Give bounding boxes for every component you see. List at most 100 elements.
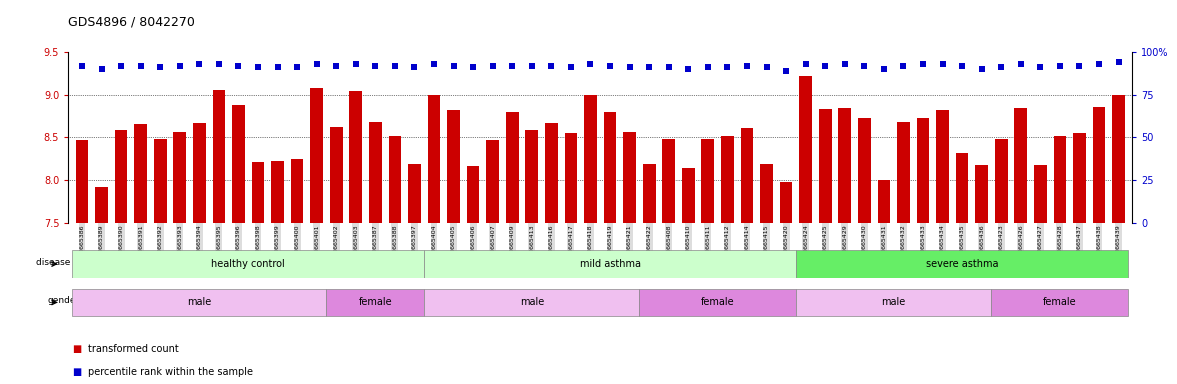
Bar [722,136,733,223]
Point [913,61,932,67]
Point [679,66,698,72]
Point [327,63,346,69]
Bar [467,166,479,223]
Bar [878,180,890,223]
Point [952,63,971,69]
Bar [584,94,597,223]
Text: healthy control: healthy control [212,259,285,269]
Bar [252,162,265,223]
Point [1109,59,1128,65]
Text: female: female [359,297,392,308]
Point [307,61,326,67]
Point [777,68,796,74]
Bar [72,250,424,278]
Point [171,63,189,69]
Point [895,63,913,69]
Point [346,61,365,67]
Text: mild asthma: mild asthma [579,259,640,269]
Point [230,63,248,69]
Bar [525,131,538,223]
Point [855,63,873,69]
Bar [643,164,656,223]
Point [620,64,639,70]
Point [992,64,1011,70]
Bar [639,289,796,316]
Bar [1033,165,1046,223]
Bar [663,139,676,223]
Text: GDS4896 / 8042270: GDS4896 / 8042270 [68,15,195,28]
Text: male: male [520,297,544,308]
Bar [779,182,792,223]
Point [933,61,952,67]
Bar [799,76,812,223]
Bar [232,105,245,223]
Point [541,63,560,69]
Point [757,64,776,70]
Bar [350,91,363,223]
Point [73,63,92,69]
Point [836,61,855,67]
Bar [1015,108,1028,223]
Bar [213,90,225,223]
Bar [760,164,773,223]
Bar [897,122,910,223]
Bar [134,124,147,223]
Bar [545,123,558,223]
Point [92,66,111,72]
Point [738,63,757,69]
Bar [936,110,949,223]
Text: ■: ■ [72,344,81,354]
Bar [819,109,832,223]
Bar [1073,133,1086,223]
Point [464,64,483,70]
Point [287,64,306,70]
Point [366,63,385,69]
Point [1090,61,1109,67]
Bar [681,168,694,223]
Bar [114,131,127,223]
Bar [838,108,851,223]
Bar [991,289,1129,316]
Bar [311,88,322,223]
Bar [796,289,991,316]
Point [484,63,503,69]
Point [640,64,659,70]
Bar [72,289,326,316]
Point [972,66,991,72]
Bar [604,112,617,223]
Bar [565,133,577,223]
Bar [95,187,108,223]
Point [131,63,149,69]
Text: transformed count: transformed count [88,344,179,354]
Point [1070,63,1089,69]
Point [268,64,287,70]
Bar [701,139,714,223]
Text: disease state: disease state [36,258,97,267]
Bar [1112,94,1125,223]
Point [1011,61,1030,67]
Point [875,66,893,72]
Text: gender: gender [47,296,80,305]
Text: female: female [1043,297,1077,308]
Text: percentile rank within the sample: percentile rank within the sample [88,367,253,377]
Point [112,63,131,69]
Bar [271,161,284,223]
Text: severe asthma: severe asthma [926,259,998,269]
Bar [506,112,519,223]
Point [425,61,444,67]
Point [698,64,717,70]
Point [1051,63,1070,69]
Bar [424,289,639,316]
Bar [408,164,421,223]
Bar [330,127,343,223]
Bar [976,165,988,223]
Bar [427,94,440,223]
Bar [75,140,88,223]
Bar [154,139,167,223]
Bar [956,153,969,223]
Bar [424,250,796,278]
Bar [447,110,460,223]
Bar [740,128,753,223]
Point [386,63,405,69]
Bar [193,123,206,223]
